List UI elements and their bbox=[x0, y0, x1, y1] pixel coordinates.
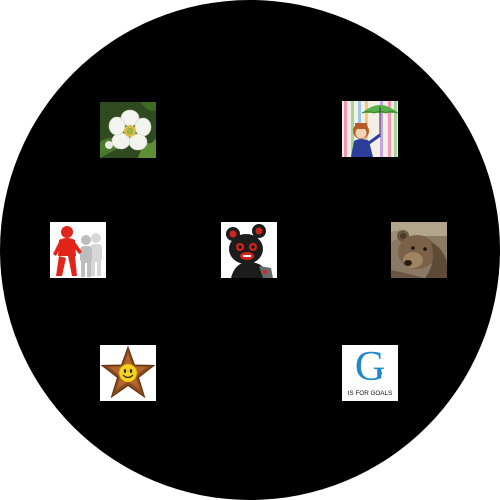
people-group-tile[interactable] bbox=[50, 222, 106, 278]
g-for-goals-icon: G IS FOR GOALS bbox=[342, 345, 398, 401]
grizzly-bear-icon bbox=[391, 222, 447, 278]
goals-caption: IS FOR GOALS bbox=[342, 390, 398, 397]
cartoon-bear-tile[interactable] bbox=[221, 222, 277, 278]
girl-umbrella-tile[interactable] bbox=[342, 101, 398, 157]
flower-tile[interactable] bbox=[100, 102, 156, 158]
goals-letter: G bbox=[342, 345, 398, 389]
white-flower-icon bbox=[100, 102, 156, 158]
goals-dot bbox=[378, 371, 382, 375]
smiley-star-tile[interactable] bbox=[100, 345, 156, 401]
cartoon-bear-icon bbox=[221, 222, 277, 278]
smiley-star-icon bbox=[100, 345, 156, 401]
goals-tile[interactable]: G IS FOR GOALS bbox=[342, 345, 398, 401]
grizzly-bear-tile[interactable] bbox=[391, 222, 447, 278]
girl-umbrella-icon bbox=[342, 101, 398, 157]
people-group-icon bbox=[50, 222, 106, 278]
